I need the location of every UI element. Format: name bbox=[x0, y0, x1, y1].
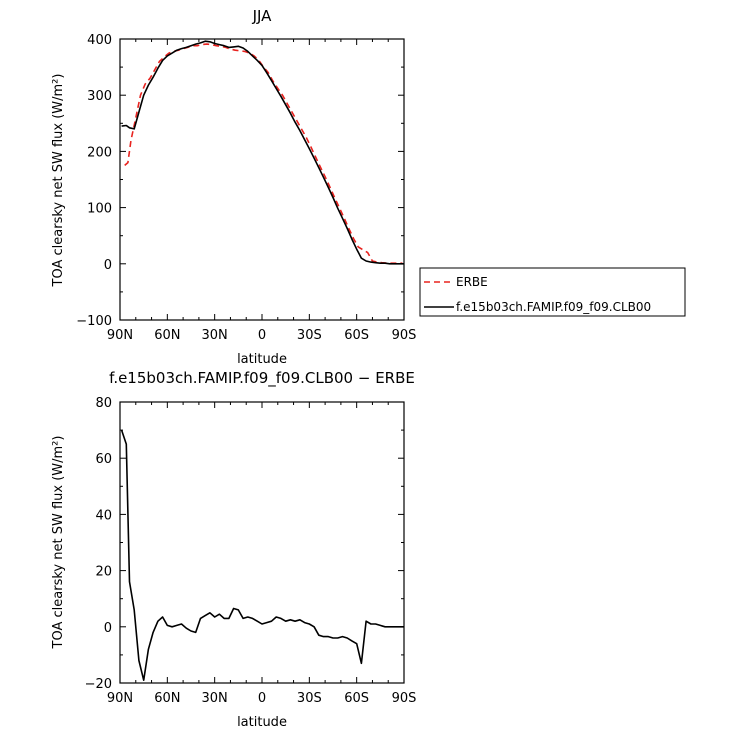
legend: ERBE f.e15b03ch.FAMIP.f09_f09.CLB00 bbox=[419, 267, 686, 317]
top-x-tick-label: 60S bbox=[344, 328, 369, 343]
legend-label-model: f.e15b03ch.FAMIP.f09_f09.CLB00 bbox=[456, 300, 651, 314]
bottom-y-tick-label: 0 bbox=[104, 621, 112, 636]
bottom-y-axis-label: TOA clearsky net SW flux (W/m²) bbox=[51, 436, 66, 650]
bottom-x-tick-label: 30N bbox=[202, 691, 228, 706]
top-y-tick-label: 300 bbox=[87, 89, 112, 104]
top-plot-frame bbox=[119, 38, 405, 321]
bottom-ticks: 90N 60N 30N 0 30S 60S 90S −20 0 20 40 60 80 bbox=[85, 396, 417, 706]
bottom-y-tick-label: 60 bbox=[95, 452, 112, 467]
top-x-tick-label: 90S bbox=[392, 328, 417, 343]
bottom-x-tick-label: 0 bbox=[258, 691, 266, 706]
top-series-line-erbe bbox=[124, 43, 403, 265]
top-series-line-model bbox=[121, 40, 404, 265]
top-y-tick-label: 200 bbox=[87, 145, 112, 160]
top-x-tick-label: 60N bbox=[154, 328, 180, 343]
bottom-x-tick-label: 90N bbox=[107, 691, 133, 706]
top-y-tick-label: −100 bbox=[76, 314, 112, 329]
bottom-x-tick-label: 30S bbox=[297, 691, 322, 706]
top-x-tick-label: 90N bbox=[107, 328, 133, 343]
legend-box bbox=[419, 267, 686, 317]
top-ticks: 90N 60N 30N 0 30S 60S 90S −100 0 100 200 300 400 bbox=[76, 33, 416, 343]
bottom-x-tick-label: 60S bbox=[344, 691, 369, 706]
top-series bbox=[121, 40, 404, 265]
bottom-chart-title: f.e15b03ch.FAMIP.f09_f09.CLB00 − ERBE bbox=[109, 369, 415, 388]
bottom-x-tick-label: 60N bbox=[154, 691, 180, 706]
top-panel: JJA 90N 60N 30N 0 30S 60S 90S −100 0 100 200 300 400… bbox=[51, 7, 416, 367]
top-y-axis-label: TOA clearsky net SW flux (W/m²) bbox=[51, 74, 66, 288]
top-y-tick-label: 400 bbox=[87, 33, 112, 48]
top-y-tick-label: 0 bbox=[104, 258, 112, 273]
bottom-series bbox=[120, 429, 404, 682]
bottom-y-tick-label: 20 bbox=[95, 565, 112, 580]
bottom-y-tick-label: −20 bbox=[85, 677, 112, 692]
bottom-y-tick-label: 40 bbox=[95, 508, 112, 523]
top-x-tick-label: 30S bbox=[297, 328, 322, 343]
top-x-axis-label: latitude bbox=[237, 352, 287, 367]
top-x-tick-label: 0 bbox=[258, 328, 266, 343]
bottom-y-tick-label: 80 bbox=[95, 396, 112, 411]
bottom-panel: f.e15b03ch.FAMIP.f09_f09.CLB00 − ERBE 90… bbox=[51, 369, 416, 730]
bottom-series-line-difference bbox=[120, 429, 404, 682]
top-x-tick-label: 30N bbox=[202, 328, 228, 343]
legend-label-erbe: ERBE bbox=[456, 275, 488, 289]
bottom-plot-frame bbox=[119, 401, 405, 684]
bottom-x-tick-label: 90S bbox=[392, 691, 417, 706]
top-y-tick-label: 100 bbox=[87, 202, 112, 217]
top-chart-title: JJA bbox=[252, 7, 273, 25]
bottom-x-axis-label: latitude bbox=[237, 715, 287, 730]
